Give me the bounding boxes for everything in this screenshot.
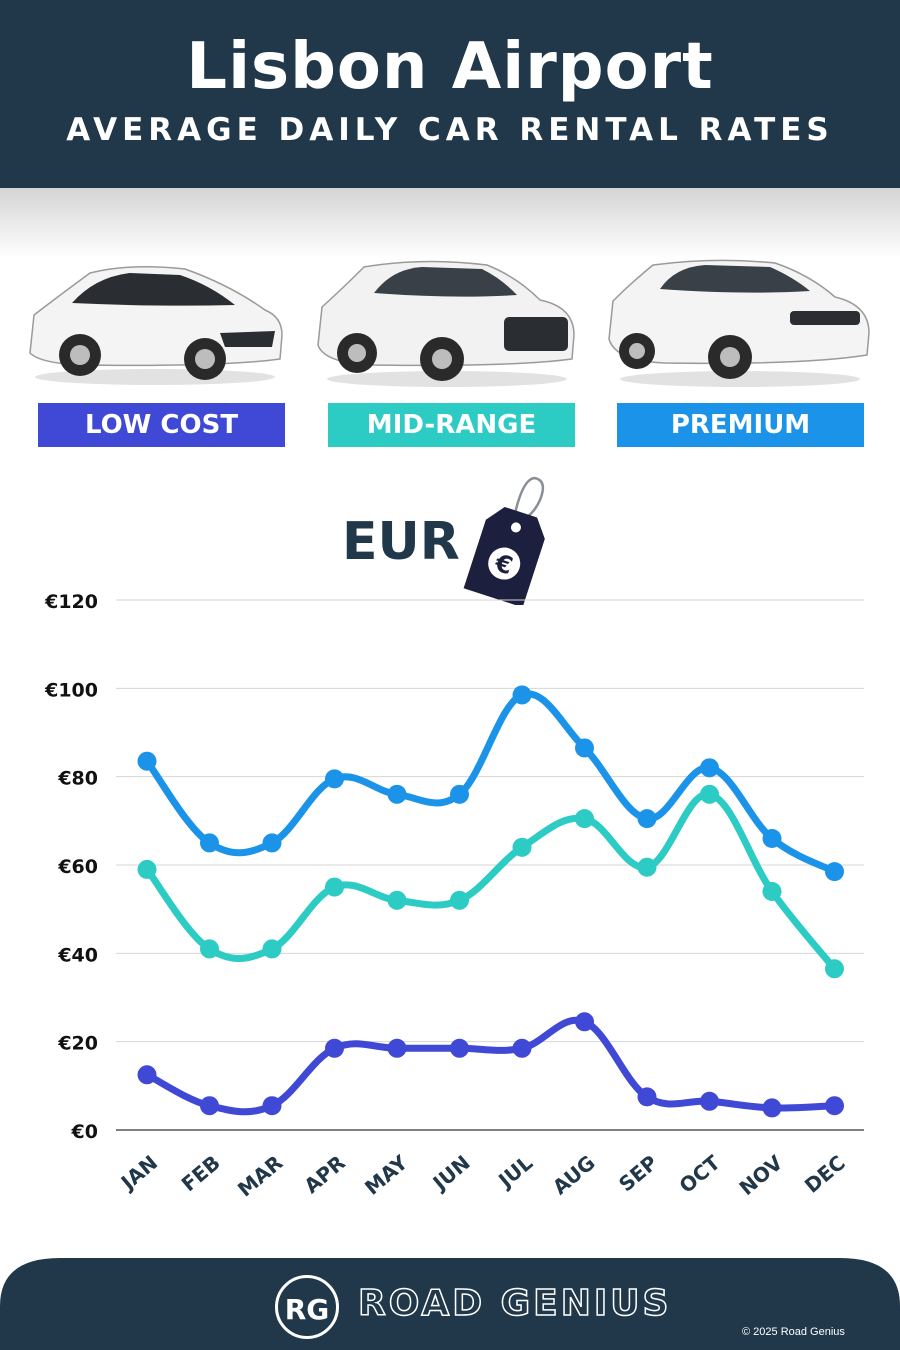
x-tick-label: MAR: [233, 1150, 287, 1201]
y-tick-label: €0: [71, 1121, 98, 1143]
x-tick-label: DEC: [800, 1150, 850, 1197]
brand-name: ROAD GENIUS: [357, 1282, 672, 1325]
footer-banner: [0, 1258, 900, 1350]
data-point-premium: [387, 784, 407, 804]
rental-rate-line-chart: €0 €20 €40 €60 €80 €100 €120 JAN FEB MAR APR MAY JU…: [44, 591, 864, 1201]
data-point-premium: [762, 829, 782, 848]
x-tick-label: JUN: [427, 1150, 475, 1196]
euro-price-tag-icon: €: [463, 476, 545, 605]
y-tick-label: €100: [44, 679, 98, 701]
data-point-low-cost: [700, 1091, 719, 1111]
x-tick-label: SEP: [614, 1150, 662, 1196]
data-point-mid-range: [262, 939, 282, 959]
data-point-premium: [575, 738, 594, 758]
data-point-low-cost: [325, 1038, 344, 1058]
x-tick-label: OCT: [675, 1150, 725, 1198]
data-point-mid-range: [387, 890, 407, 910]
data-point-low-cost: [637, 1087, 657, 1107]
data-point-low-cost: [137, 1065, 157, 1085]
x-tick-label: JUL: [492, 1150, 537, 1193]
x-tick-label: JAN: [115, 1150, 162, 1195]
x-tick-label: AUG: [548, 1150, 600, 1199]
data-point-mid-range: [637, 857, 657, 877]
x-tick-label: NOV: [734, 1150, 787, 1200]
y-tick-label: €80: [57, 768, 98, 790]
hatchback-car-icon: [29, 266, 283, 385]
data-point-low-cost: [262, 1096, 282, 1116]
y-tick-label: €40: [57, 944, 98, 966]
data-point-mid-range: [575, 809, 594, 829]
series-line-mid-range: [143, 790, 838, 973]
data-point-low-cost: [387, 1038, 407, 1058]
data-point-mid-range: [512, 837, 532, 857]
badge-mid-range: MID-RANGE: [328, 403, 575, 447]
data-point-mid-range: [450, 890, 469, 910]
data-point-premium: [512, 685, 532, 705]
data-point-mid-range: [700, 784, 719, 804]
data-point-premium: [450, 784, 469, 804]
series-line-premium: [143, 690, 838, 876]
data-point-premium: [137, 751, 157, 771]
road-genius-logo: RG: [275, 1275, 339, 1339]
data-point-premium: [825, 862, 844, 882]
suv-car-icon: [317, 260, 575, 387]
copyright-text: © 2025 Road Genius: [742, 1326, 845, 1338]
data-point-mid-range: [825, 959, 844, 979]
data-point-premium: [200, 833, 219, 853]
series-line-low-cost: [143, 1016, 838, 1116]
data-point-premium: [325, 769, 344, 789]
badge-premium: PREMIUM: [617, 403, 864, 447]
data-point-mid-range: [762, 882, 782, 901]
data-point-mid-range: [137, 859, 157, 879]
data-point-premium: [700, 758, 719, 778]
data-point-low-cost: [200, 1096, 219, 1116]
y-tick-label: €20: [57, 1033, 98, 1055]
x-tick-label: FEB: [177, 1150, 225, 1196]
data-point-low-cost: [450, 1038, 469, 1058]
header-shadow: [0, 188, 900, 258]
x-tick-label: MAY: [360, 1150, 413, 1200]
badge-low-cost: LOW COST: [38, 403, 285, 447]
premium-suv-car-icon: [608, 259, 870, 387]
data-point-premium: [262, 833, 282, 853]
y-tick-label: €60: [57, 856, 98, 878]
data-point-premium: [637, 809, 657, 829]
page-subtitle: AVERAGE DAILY CAR RENTAL RATES: [66, 112, 834, 148]
x-tick-label: APR: [299, 1150, 349, 1198]
data-point-low-cost: [512, 1038, 532, 1058]
data-point-low-cost: [825, 1096, 844, 1116]
y-tick-label: €120: [44, 591, 98, 613]
currency-label: EUR: [342, 512, 460, 572]
page-title: Lisbon Airport: [186, 30, 714, 104]
data-point-low-cost: [575, 1012, 594, 1032]
header-banner: Lisbon Airport AVERAGE DAILY CAR RENTAL …: [0, 0, 900, 188]
data-point-mid-range: [200, 939, 219, 959]
data-point-mid-range: [325, 877, 344, 897]
data-point-low-cost: [762, 1098, 782, 1118]
